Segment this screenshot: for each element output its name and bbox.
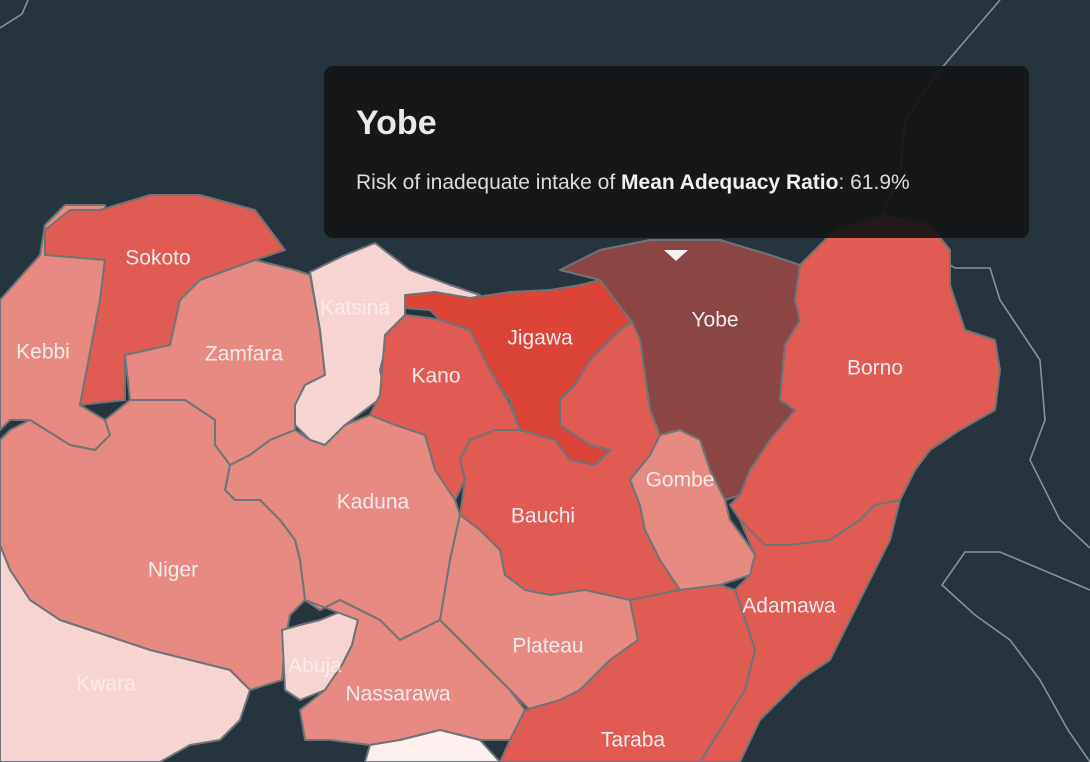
label-yobe: Yobe: [691, 309, 738, 332]
tooltip-separator: :: [838, 171, 851, 194]
label-borno: Borno: [847, 357, 903, 380]
label-taraba: Taraba: [601, 729, 666, 752]
state-tooltip: Yobe Risk of inadequate intake of Mean A…: [324, 66, 1029, 238]
border-line: [940, 551, 1090, 762]
label-zamfara: Zamfara: [205, 343, 284, 366]
state-nassarawa[interactable]: [299, 599, 526, 746]
border-line: [0, 0, 29, 29]
tooltip-value: 61.9%: [850, 171, 910, 194]
label-kano: Kano: [411, 365, 460, 388]
label-kwara: Kwara: [76, 673, 136, 696]
tooltip-metric: Mean Adequacy Ratio: [621, 171, 839, 194]
label-adamawa: Adamawa: [742, 595, 836, 618]
hover-caret-icon: [664, 250, 688, 261]
label-kaduna: Kaduna: [337, 491, 410, 514]
label-jigawa: Jigawa: [507, 327, 573, 350]
state-southern-unit: [364, 729, 501, 762]
tooltip-body: Risk of inadequate intake of Mean Adequa…: [356, 171, 997, 195]
label-sokoto: Sokoto: [125, 247, 190, 270]
label-kebbi: Kebbi: [16, 341, 70, 364]
tooltip-prefix: Risk of inadequate intake of: [356, 171, 622, 194]
tooltip-title: Yobe: [356, 104, 437, 142]
label-nassarawa: Nassarawa: [345, 683, 450, 706]
label-bauchi: Bauchi: [511, 505, 575, 528]
label-plateau: Plateau: [512, 635, 583, 658]
state-gombe[interactable]: [629, 429, 756, 591]
state-taraba[interactable]: [499, 584, 756, 762]
label-abuja: Abuja: [288, 655, 342, 678]
state-kwara[interactable]: [0, 544, 251, 762]
label-niger: Niger: [148, 559, 198, 582]
label-gombe: Gombe: [646, 469, 715, 492]
label-katsina: Katsina: [320, 297, 390, 320]
